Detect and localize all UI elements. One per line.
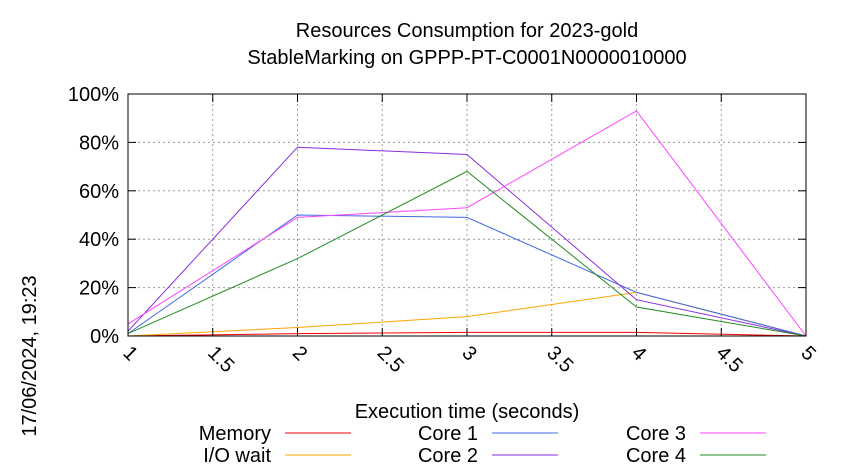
y-tick-label: 80% [79, 132, 119, 154]
y-tick-label: 40% [79, 229, 119, 251]
series-lines [127, 110, 807, 337]
y-tick-label: 100% [68, 84, 119, 106]
series-line-core-1 [127, 214, 807, 337]
legend-label-core-1: Core 1 [418, 423, 478, 445]
x-tick-label: 3 [457, 342, 480, 365]
grid-lines [128, 94, 806, 336]
chart-subtitle: StableMarking on GPPP-PT-C0001N000001000… [247, 47, 686, 69]
legend-label-memory: Memory [199, 423, 271, 445]
timestamp-label: 17/06/2024, 19:23 [19, 275, 41, 436]
x-tick-label: 3.5 [542, 342, 577, 377]
y-tick-label: 60% [79, 181, 119, 203]
x-tick-label: 2.5 [373, 342, 408, 377]
series-line-core-4 [127, 170, 807, 337]
x-tick-label: 4.5 [712, 342, 747, 377]
y-tick-label: 20% [79, 278, 119, 300]
legend-label-i-o-wait: I/O wait [203, 445, 271, 467]
x-tick-label: 1.5 [203, 342, 238, 377]
x-tick-label: 1 [118, 342, 141, 365]
series-line-core-3 [127, 110, 807, 337]
legend-label-core-4: Core 4 [626, 445, 686, 467]
x-axis-label: Execution time (seconds) [355, 401, 580, 423]
x-tick-label: 4 [627, 342, 650, 365]
series-line-core-2 [127, 146, 807, 337]
legend-label-core-2: Core 2 [418, 445, 478, 467]
chart-title: Resources Consumption for 2023-gold [296, 20, 638, 42]
x-tick-label: 5 [796, 342, 819, 365]
y-tick-label: 0% [90, 326, 119, 348]
legend-label-core-3: Core 3 [626, 423, 686, 445]
x-tick-label: 2 [288, 342, 311, 365]
